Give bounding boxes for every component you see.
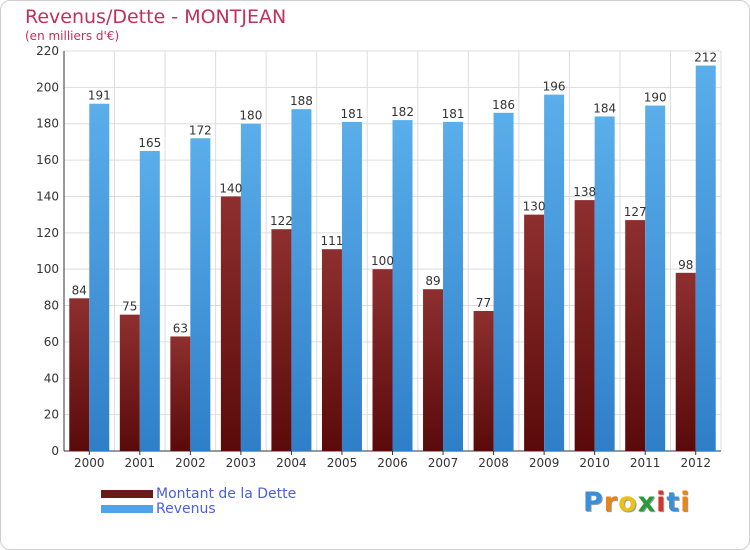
data-label-dette: 75 [122,300,137,314]
data-label-dette: 127 [624,205,647,219]
bar-revenus [392,120,413,451]
bar-dette [423,289,444,451]
logo-letter: P [583,487,604,518]
data-label-revenus: 190 [644,91,667,105]
logo-letter: o [618,487,638,518]
y-tick-label: 80 [44,299,59,313]
y-tick-label: 200 [36,80,59,94]
bar-revenus [645,105,666,451]
data-label-revenus: 182 [391,105,414,119]
bar-revenus [443,121,464,451]
data-label-revenus: 184 [593,101,616,115]
bar-revenus [341,121,362,451]
bar-dette [524,214,545,451]
bar-dette [271,229,292,451]
logo-letter: x [637,487,657,518]
x-tick-label: 2009 [529,456,560,470]
labels: 0 20 40 60 80 100 120 140 160 180 200 220 2000 84 191 2… [36,44,717,470]
bar-dette [119,314,140,451]
x-tick-label: 2011 [630,456,661,470]
data-label-revenus: 191 [88,89,111,103]
y-tick-label: 160 [36,153,59,167]
logo-letter: t [666,487,681,518]
data-label-dette: 100 [371,254,394,268]
y-tick-label: 100 [36,262,59,276]
y-tick-label: 40 [44,371,59,385]
x-tick-label: 2005 [327,456,358,470]
data-label-revenus: 165 [138,136,161,150]
y-tick-label: 120 [36,226,59,240]
legend-label-dette: Montant de la Dette [156,486,297,502]
y-tick-label: 60 [44,335,59,349]
data-label-revenus: 180 [239,109,262,123]
x-tick-label: 2008 [478,456,509,470]
x-tick-label: 2001 [125,456,156,470]
data-label-dette: 77 [476,296,491,310]
data-label-dette: 84 [72,283,87,297]
bar-dette [473,311,494,451]
data-label-revenus: 181 [442,107,465,121]
data-label-revenus: 212 [694,51,717,65]
bar-revenus [291,109,312,451]
x-tick-label: 2000 [74,456,105,470]
data-label-dette: 130 [523,200,546,214]
bars [69,65,716,452]
x-tick-label: 2010 [579,456,610,470]
x-tick-label: 2002 [175,456,206,470]
data-label-dette: 63 [173,321,188,335]
bar-revenus [544,94,565,452]
data-label-revenus: 196 [543,80,566,94]
bar-revenus [240,123,261,452]
x-tick-label: 2006 [377,456,408,470]
data-label-dette: 140 [219,181,242,195]
y-tick-label: 0 [51,444,59,458]
bar-revenus [190,138,211,452]
bar-revenus [594,116,615,452]
bar-dette [625,220,646,451]
data-label-dette: 98 [678,258,693,272]
x-tick-label: 2012 [680,456,711,470]
data-label-dette: 122 [270,214,293,228]
chart-title: Revenus/Dette - MONTJEAN [25,6,287,28]
y-tick-label: 180 [36,117,59,131]
logo-letter: r [603,487,619,518]
legend-swatch-dette [101,490,153,498]
bar-dette [69,298,90,451]
bar-dette [170,336,191,451]
y-tick-label: 220 [36,44,59,58]
bar-revenus [89,103,110,452]
bar-revenus [493,112,514,452]
proxiti-logo: Proxiti [583,487,691,518]
data-label-dette: 138 [573,185,596,199]
data-label-revenus: 181 [341,107,364,121]
bar-dette [321,249,342,451]
bar-dette [675,272,696,451]
data-label-dette: 111 [321,234,344,248]
y-tick-label: 20 [44,408,59,422]
x-tick-label: 2003 [226,456,257,470]
logo-letter: i [656,487,667,518]
data-label-revenus: 186 [492,98,515,112]
bar-dette [220,196,241,451]
bar-revenus [139,151,160,451]
legend-swatch-revenus [101,505,153,513]
legend-label-revenus: Revenus [156,501,216,517]
bar-revenus [695,65,716,451]
bar-dette [372,269,393,451]
x-tick-label: 2007 [428,456,459,470]
y-tick-label: 140 [36,189,59,203]
chart-subtitle: (en milliers d'€) [25,29,120,43]
logo-letter: i [680,487,691,518]
x-tick-label: 2004 [276,456,307,470]
data-label-revenus: 188 [290,94,313,108]
bar-dette [574,200,595,451]
data-label-dette: 89 [425,274,440,288]
data-label-revenus: 172 [189,123,212,137]
